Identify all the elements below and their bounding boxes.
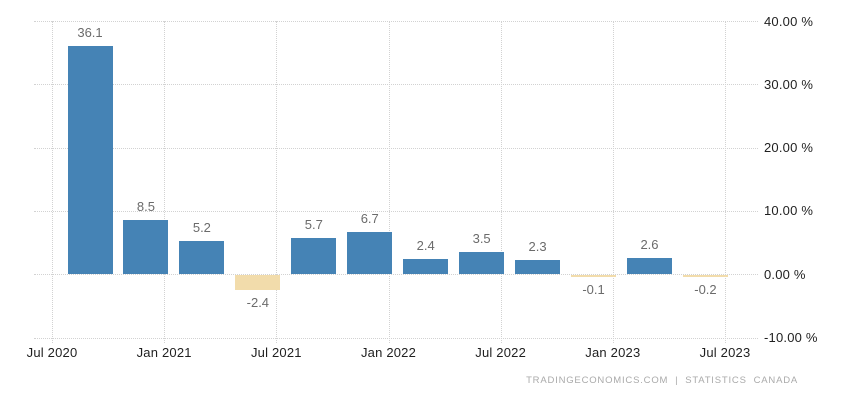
- bar-value-label: 8.5: [136, 199, 155, 215]
- bar-value-label: 3.5: [472, 231, 491, 247]
- vertical-gridline: [388, 21, 390, 343]
- horizontal-gridline: [34, 21, 758, 22]
- bar[interactable]: [403, 259, 449, 275]
- y-axis-tick-label: -10.00 %: [764, 330, 818, 345]
- attribution-text: TRADINGECONOMICS.COM | STATISTICS CANADA: [526, 375, 798, 386]
- y-axis-tick-label: 10.00 %: [764, 203, 814, 219]
- y-axis-tick-label: 30.00 %: [764, 76, 814, 92]
- bar[interactable]: [459, 252, 505, 275]
- vertical-gridline: [500, 21, 502, 343]
- bar[interactable]: [67, 45, 113, 275]
- bar[interactable]: [179, 241, 225, 275]
- vertical-gridline: [276, 21, 278, 343]
- vertical-gridline: [612, 21, 614, 343]
- bar-value-label: -0.2: [694, 282, 717, 298]
- bar[interactable]: [571, 274, 617, 277]
- horizontal-gridline: [34, 210, 758, 212]
- bar[interactable]: [291, 238, 337, 275]
- x-axis-tick-label: Jan 2021: [136, 345, 192, 360]
- y-axis-tick-label: 20.00 %: [764, 140, 814, 156]
- horizontal-gridline: [34, 337, 758, 339]
- bar-value-label: 2.6: [640, 236, 659, 252]
- vertical-gridline: [164, 21, 166, 343]
- bar[interactable]: [627, 257, 672, 275]
- bar[interactable]: [123, 220, 169, 275]
- x-axis-tick-label: Jul 2023: [699, 345, 751, 360]
- x-axis-tick-label: Jul 2022: [475, 345, 527, 360]
- x-axis-tick-label: Jan 2022: [360, 345, 417, 360]
- bar-value-label: 36.1: [77, 24, 103, 40]
- bar-value-label: 2.3: [528, 238, 547, 254]
- bar[interactable]: [347, 231, 393, 275]
- bar[interactable]: [515, 259, 561, 275]
- bar-value-label: 2.4: [416, 238, 435, 253]
- horizontal-gridline: [34, 84, 758, 86]
- bar-value-label: 5.2: [192, 220, 211, 236]
- x-axis-tick-label: Jan 2023: [585, 345, 641, 360]
- x-axis-tick-label: Jul 2021: [250, 345, 302, 360]
- bar-value-label: -0.1: [582, 282, 605, 298]
- y-axis-tick-label: 40.00 %: [764, 13, 814, 29]
- horizontal-gridline: [34, 147, 758, 149]
- bar-value-label: 6.7: [360, 210, 379, 226]
- horizontal-gridline: [34, 274, 758, 276]
- y-axis-tick-label: 0.00 %: [764, 266, 806, 282]
- bar[interactable]: [235, 274, 281, 290]
- bar-value-label: 5.7: [304, 217, 323, 233]
- vertical-gridline: [725, 21, 726, 343]
- bar[interactable]: [682, 274, 728, 277]
- bar-value-label: -2.4: [246, 295, 270, 311]
- x-axis-tick-label: Jul 2020: [26, 345, 78, 360]
- vertical-gridline: [52, 21, 53, 343]
